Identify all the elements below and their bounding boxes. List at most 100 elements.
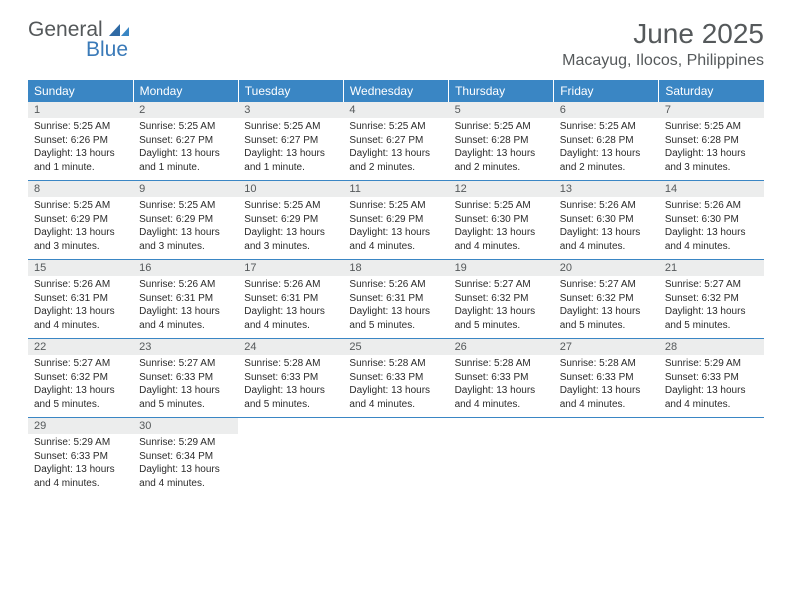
day-number: 17 (238, 260, 343, 276)
day-sunrise: Sunrise: 5:29 AM (139, 436, 232, 450)
day-cell: 11Sunrise: 5:25 AMSunset: 6:29 PMDayligh… (343, 181, 448, 260)
day-day1: Daylight: 13 hours (560, 226, 653, 240)
day-sunrise: Sunrise: 5:25 AM (139, 199, 232, 213)
day-day2: and 5 minutes. (665, 319, 758, 333)
day-number: 27 (554, 339, 659, 355)
day-cell (659, 418, 764, 497)
day-cell: 28Sunrise: 5:29 AMSunset: 6:33 PMDayligh… (659, 339, 764, 418)
day-cell: 16Sunrise: 5:26 AMSunset: 6:31 PMDayligh… (133, 260, 238, 339)
day-sunrise: Sunrise: 5:25 AM (349, 120, 442, 134)
day-sunrise: Sunrise: 5:26 AM (244, 278, 337, 292)
day-cell (238, 418, 343, 497)
day-body: Sunrise: 5:28 AMSunset: 6:33 PMDaylight:… (343, 355, 448, 417)
day-day2: and 3 minutes. (244, 240, 337, 254)
day-sunset: Sunset: 6:31 PM (244, 292, 337, 306)
day-body: Sunrise: 5:27 AMSunset: 6:32 PMDaylight:… (554, 276, 659, 338)
calendar-body: 1Sunrise: 5:25 AMSunset: 6:26 PMDaylight… (28, 102, 764, 496)
day-body: Sunrise: 5:25 AMSunset: 6:28 PMDaylight:… (554, 118, 659, 180)
day-day2: and 5 minutes. (34, 398, 127, 412)
day-sunrise: Sunrise: 5:29 AM (665, 357, 758, 371)
day-number: 9 (133, 181, 238, 197)
day-sunrise: Sunrise: 5:25 AM (349, 199, 442, 213)
day-cell: 20Sunrise: 5:27 AMSunset: 6:32 PMDayligh… (554, 260, 659, 339)
day-cell: 7Sunrise: 5:25 AMSunset: 6:28 PMDaylight… (659, 102, 764, 181)
day-day2: and 4 minutes. (244, 319, 337, 333)
day-body: Sunrise: 5:25 AMSunset: 6:26 PMDaylight:… (28, 118, 133, 180)
day-number: 22 (28, 339, 133, 355)
day-cell (554, 418, 659, 497)
day-cell: 17Sunrise: 5:26 AMSunset: 6:31 PMDayligh… (238, 260, 343, 339)
day-sunset: Sunset: 6:30 PM (455, 213, 548, 227)
day-sunrise: Sunrise: 5:27 AM (665, 278, 758, 292)
day-sunrise: Sunrise: 5:26 AM (34, 278, 127, 292)
day-number: 4 (343, 102, 448, 118)
day-cell: 9Sunrise: 5:25 AMSunset: 6:29 PMDaylight… (133, 181, 238, 260)
day-sunset: Sunset: 6:27 PM (244, 134, 337, 148)
day-sunrise: Sunrise: 5:25 AM (244, 199, 337, 213)
day-sunrise: Sunrise: 5:26 AM (139, 278, 232, 292)
day-sunrise: Sunrise: 5:29 AM (34, 436, 127, 450)
day-day2: and 1 minute. (139, 161, 232, 175)
day-day1: Daylight: 13 hours (665, 384, 758, 398)
day-body: Sunrise: 5:28 AMSunset: 6:33 PMDaylight:… (554, 355, 659, 417)
day-day2: and 1 minute. (244, 161, 337, 175)
day-sunset: Sunset: 6:34 PM (139, 450, 232, 464)
day-day1: Daylight: 13 hours (34, 463, 127, 477)
week-row: 22Sunrise: 5:27 AMSunset: 6:32 PMDayligh… (28, 339, 764, 418)
day-body: Sunrise: 5:29 AMSunset: 6:33 PMDaylight:… (659, 355, 764, 417)
day-sunrise: Sunrise: 5:26 AM (349, 278, 442, 292)
day-number: 13 (554, 181, 659, 197)
day-day2: and 4 minutes. (455, 240, 548, 254)
day-day2: and 1 minute. (34, 161, 127, 175)
day-number: 12 (449, 181, 554, 197)
weekday-header: Thursday (449, 80, 554, 102)
day-cell: 15Sunrise: 5:26 AMSunset: 6:31 PMDayligh… (28, 260, 133, 339)
day-sunrise: Sunrise: 5:25 AM (139, 120, 232, 134)
day-sunset: Sunset: 6:30 PM (560, 213, 653, 227)
weekday-header: Wednesday (343, 80, 448, 102)
day-cell: 8Sunrise: 5:25 AMSunset: 6:29 PMDaylight… (28, 181, 133, 260)
day-sunrise: Sunrise: 5:25 AM (34, 120, 127, 134)
day-day1: Daylight: 13 hours (560, 147, 653, 161)
day-sunrise: Sunrise: 5:28 AM (349, 357, 442, 371)
day-body: Sunrise: 5:29 AMSunset: 6:33 PMDaylight:… (28, 434, 133, 496)
day-day1: Daylight: 13 hours (244, 147, 337, 161)
day-body: Sunrise: 5:28 AMSunset: 6:33 PMDaylight:… (238, 355, 343, 417)
day-number: 20 (554, 260, 659, 276)
day-day1: Daylight: 13 hours (665, 147, 758, 161)
day-sunset: Sunset: 6:26 PM (34, 134, 127, 148)
day-sunset: Sunset: 6:29 PM (34, 213, 127, 227)
day-day2: and 5 minutes. (139, 398, 232, 412)
day-day2: and 2 minutes. (455, 161, 548, 175)
day-day2: and 5 minutes. (349, 319, 442, 333)
day-number: 1 (28, 102, 133, 118)
day-cell: 27Sunrise: 5:28 AMSunset: 6:33 PMDayligh… (554, 339, 659, 418)
day-cell: 21Sunrise: 5:27 AMSunset: 6:32 PMDayligh… (659, 260, 764, 339)
day-body: Sunrise: 5:26 AMSunset: 6:31 PMDaylight:… (28, 276, 133, 338)
day-day1: Daylight: 13 hours (455, 384, 548, 398)
day-sunset: Sunset: 6:31 PM (139, 292, 232, 306)
day-body: Sunrise: 5:25 AMSunset: 6:27 PMDaylight:… (343, 118, 448, 180)
weekday-header-row: SundayMondayTuesdayWednesdayThursdayFrid… (28, 80, 764, 102)
day-sunrise: Sunrise: 5:25 AM (455, 120, 548, 134)
day-day2: and 4 minutes. (665, 240, 758, 254)
day-day1: Daylight: 13 hours (665, 305, 758, 319)
month-title: June 2025 (562, 18, 764, 50)
day-body: Sunrise: 5:26 AMSunset: 6:31 PMDaylight:… (343, 276, 448, 338)
day-cell: 5Sunrise: 5:25 AMSunset: 6:28 PMDaylight… (449, 102, 554, 181)
day-day2: and 5 minutes. (560, 319, 653, 333)
day-body: Sunrise: 5:25 AMSunset: 6:29 PMDaylight:… (238, 197, 343, 259)
day-day2: and 4 minutes. (34, 477, 127, 491)
day-day2: and 4 minutes. (349, 240, 442, 254)
day-sunrise: Sunrise: 5:28 AM (455, 357, 548, 371)
day-sunset: Sunset: 6:31 PM (349, 292, 442, 306)
day-cell: 26Sunrise: 5:28 AMSunset: 6:33 PMDayligh… (449, 339, 554, 418)
day-body: Sunrise: 5:26 AMSunset: 6:30 PMDaylight:… (554, 197, 659, 259)
day-sunset: Sunset: 6:33 PM (34, 450, 127, 464)
day-day2: and 4 minutes. (349, 398, 442, 412)
day-sunrise: Sunrise: 5:27 AM (560, 278, 653, 292)
day-cell: 2Sunrise: 5:25 AMSunset: 6:27 PMDaylight… (133, 102, 238, 181)
day-number: 8 (28, 181, 133, 197)
day-cell: 19Sunrise: 5:27 AMSunset: 6:32 PMDayligh… (449, 260, 554, 339)
week-row: 8Sunrise: 5:25 AMSunset: 6:29 PMDaylight… (28, 181, 764, 260)
